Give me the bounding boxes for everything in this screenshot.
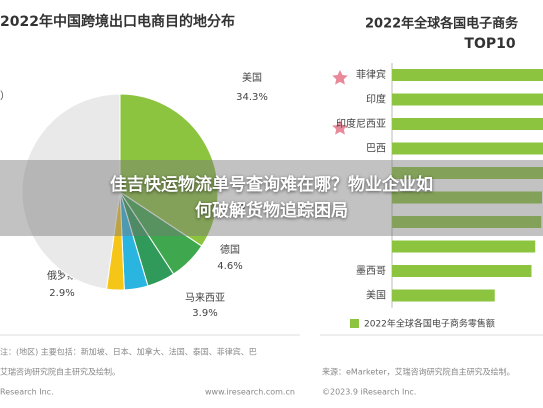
legend-label: 2022年全球各国电子商务零售额 <box>364 318 495 330</box>
slice-value: 34.3% <box>236 92 268 103</box>
bar <box>392 69 543 81</box>
bar <box>392 93 543 106</box>
bar <box>392 191 542 204</box>
slice-value: 4.6% <box>217 261 242 272</box>
slice-label: 美国 <box>242 71 262 84</box>
legend-swatch <box>350 319 359 328</box>
bar <box>392 216 542 228</box>
pie-title: 2022年中国跨境出口电商目的地分布 <box>0 13 235 30</box>
slice-value: 2.9% <box>49 288 74 299</box>
y-tick-label: 印度尼西亚 <box>336 117 386 130</box>
pie-note: 注：(地区) 主要包括：新加坡、日本、加拿大、法国、泰国、菲律宾、巴 <box>0 347 257 357</box>
y-tick-label: 墨西哥 <box>356 265 386 277</box>
bar <box>392 167 543 179</box>
bar-source: 来源：eMarketer，艾瑞咨询研究院自主研究及绘制。 <box>322 367 515 377</box>
bar <box>392 240 536 253</box>
pie-source: Research Inc. <box>0 388 54 397</box>
bar-title: 2022年全球各国电子商务 <box>365 16 519 32</box>
bar <box>392 142 543 155</box>
bar-copyright: ©2023.9 iResearch Inc. <box>322 388 416 397</box>
y-tick-label: 菲律宾 <box>356 68 386 81</box>
y-tick-label: 美国 <box>366 289 386 302</box>
bar-subtitle: TOP10 <box>464 36 515 52</box>
bar <box>392 265 532 277</box>
star-icon <box>332 70 348 85</box>
pie-slice <box>21 93 121 290</box>
y-tick-label: 巴西 <box>366 143 386 155</box>
overlay-banner: 佳吉快运物流单号查询难在哪？物业企业如 何破解货物追踪困局 <box>0 160 543 236</box>
overlay-line: 何破解货物追踪困局 <box>195 201 348 221</box>
bar <box>392 289 495 302</box>
slice-value: 6.5 <box>230 201 246 212</box>
slice-label: 其他国家（地区） <box>0 89 10 102</box>
slice-value: 3.9% <box>192 308 217 319</box>
bar <box>392 118 543 130</box>
pie-url: www.iresearch.com.cn <box>205 388 295 397</box>
slice-label: 马来西亚 <box>185 292 225 304</box>
slice-label: 德国 <box>220 243 240 256</box>
star-icon <box>332 120 348 135</box>
overlay-line: 佳吉快运物流单号查询难在哪？物业企业如 <box>110 175 433 195</box>
y-tick-label: 印度 <box>366 93 386 106</box>
pie-source-extra: 艾瑞咨询研究院自主研究及绘制。 <box>0 367 120 377</box>
